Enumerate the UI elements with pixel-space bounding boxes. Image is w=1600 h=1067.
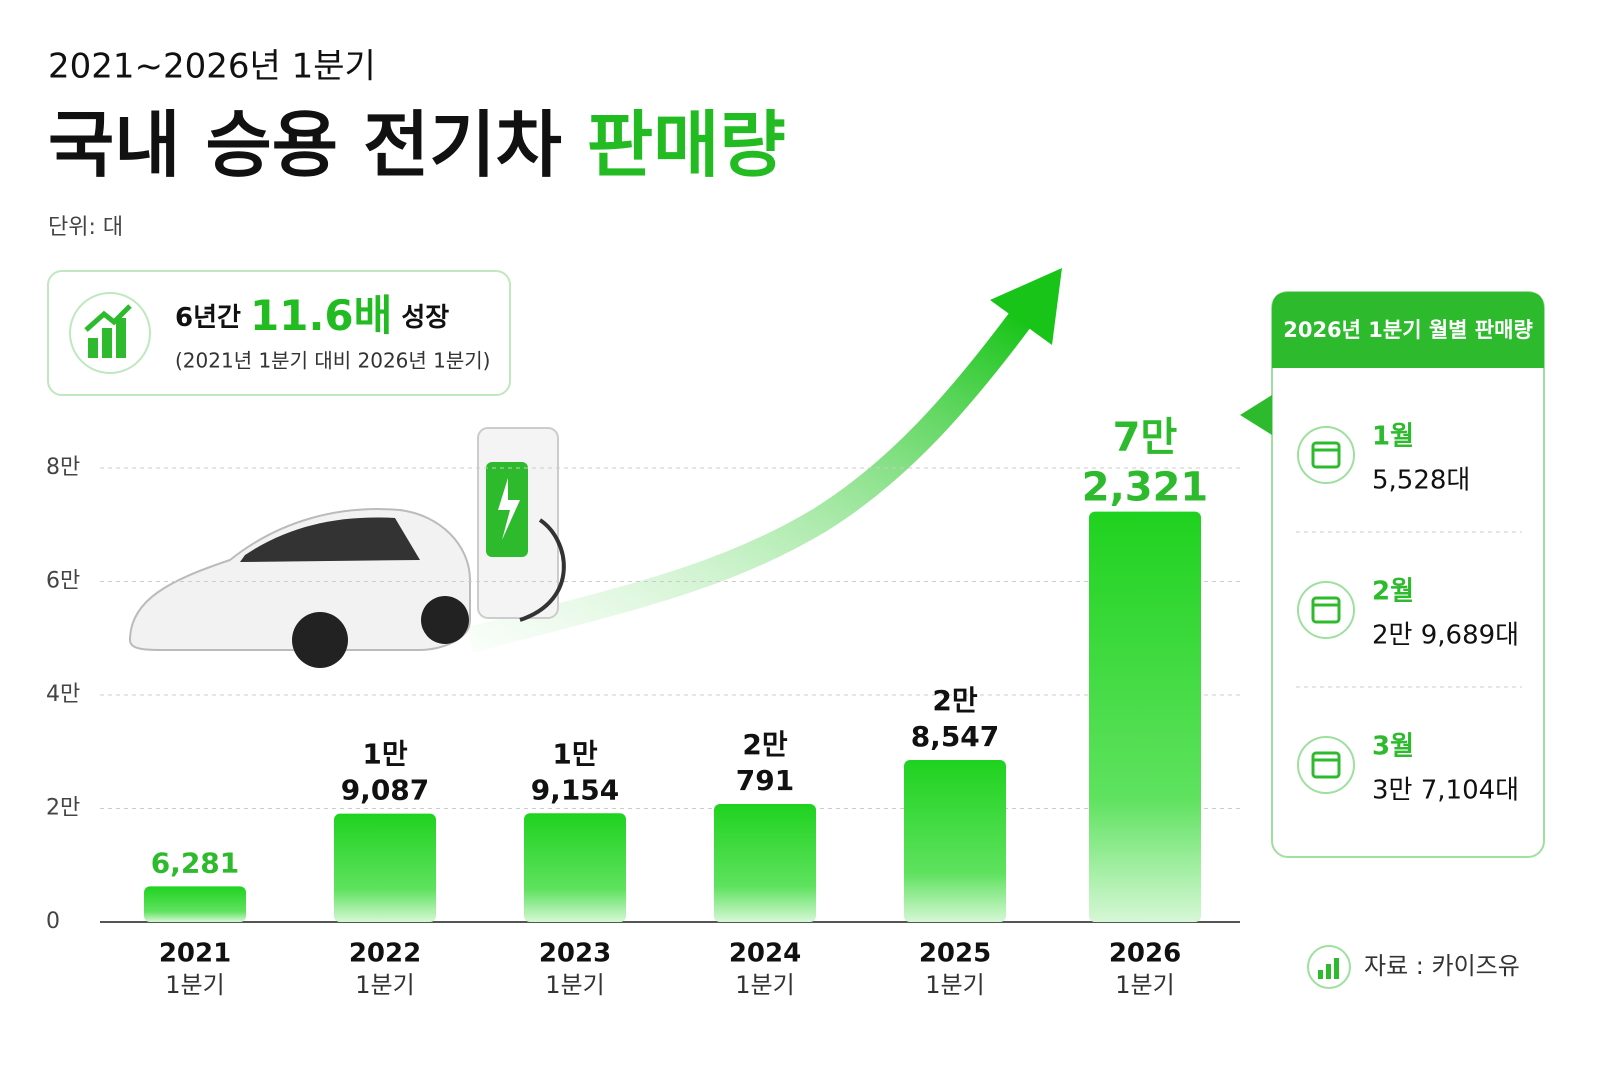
- month-name: 1월: [1372, 422, 1414, 452]
- monthly-pointer: [1240, 395, 1272, 435]
- bar: [524, 813, 626, 922]
- month-name: 3월: [1372, 732, 1414, 762]
- y-tick-label: 8만: [46, 455, 80, 480]
- monthly-list: 1월 5,528대 2월 2만 9,689대 3월 3만 7,104대: [1296, 422, 1522, 806]
- month-value: 3만 7,104대: [1372, 776, 1519, 806]
- title: 국내 승용 전기차 판매량: [48, 103, 786, 187]
- callout-highlight: 11.6배: [250, 291, 392, 340]
- y-tick-label: 2만: [46, 796, 80, 821]
- monthly-header: [1272, 292, 1544, 368]
- y-tick-label: 0: [46, 909, 60, 934]
- x-tick-label: 2022: [349, 939, 421, 969]
- month-icon-calendar: [1311, 441, 1341, 469]
- month-icon: [1297, 426, 1355, 484]
- callout-suffix: 성장: [401, 303, 449, 333]
- growth-arrow: [466, 312, 1031, 653]
- month-value: 2만 9,689대: [1372, 621, 1519, 651]
- x-tick-sublabel: 1분기: [545, 971, 604, 999]
- bar: [1089, 511, 1201, 922]
- bar: [144, 886, 246, 922]
- bar: [334, 813, 436, 922]
- value-label: 9,087: [341, 774, 430, 807]
- title-highlight: 판매량: [587, 103, 786, 187]
- source-icon-bars: [1318, 958, 1339, 979]
- callout-prefix: 6년간: [175, 303, 241, 333]
- month-icon-calendar: [1311, 596, 1341, 624]
- monthly-title: 2026년 1분기 월별 판매량: [1283, 318, 1533, 342]
- callout-text: 6년간 11.6배 성장: [175, 291, 449, 340]
- x-tick-label: 2021: [159, 939, 231, 969]
- value-label: 2만: [932, 684, 977, 717]
- value-label: 1만: [552, 737, 597, 770]
- value-label: 8,547: [911, 720, 1000, 753]
- x-tick-label: 2025: [919, 939, 991, 969]
- x-tick-sublabel: 1분기: [735, 971, 794, 999]
- source: 자료 : 카이즈유: [1364, 952, 1520, 980]
- x-tick-sublabel: 1분기: [925, 971, 984, 999]
- growth-arrow-head: [990, 268, 1062, 345]
- bar: [714, 804, 816, 922]
- bar: [904, 759, 1006, 922]
- car-illustration: [128, 427, 566, 668]
- value-label: 7만: [1113, 415, 1178, 461]
- x-tick-label: 2024: [729, 939, 801, 969]
- x-tick-sublabel: 1분기: [355, 971, 414, 999]
- x-tick-sublabel: 1분기: [165, 971, 224, 999]
- month-icon-calendar: [1311, 751, 1341, 779]
- unit: 단위: 대: [48, 215, 123, 240]
- subtitle: 2021~2026년 1분기: [48, 47, 376, 87]
- y-tick-label: 6만: [46, 569, 80, 594]
- x-tick-label: 2023: [539, 939, 611, 969]
- y-tick-label: 4만: [46, 682, 80, 707]
- month-value: 5,528대: [1372, 466, 1470, 496]
- plot: 02만4만6만8만20211분기6,28120221분기1만9,08720231…: [46, 415, 1240, 999]
- x-tick-label: 2026: [1109, 939, 1181, 969]
- value-label: 1만: [362, 738, 407, 771]
- value-label: 2만: [742, 728, 787, 761]
- callout-note: (2021년 1분기 대비 2026년 1분기): [175, 349, 490, 373]
- x-tick-sublabel: 1분기: [1115, 971, 1174, 999]
- title-main: 국내 승용 전기차: [48, 103, 562, 187]
- value-label: 2,321: [1082, 465, 1209, 511]
- month-icon: [1297, 581, 1355, 639]
- value-label: 791: [736, 764, 794, 797]
- month-name: 2월: [1372, 577, 1414, 607]
- month-icon: [1297, 736, 1355, 794]
- callout-icon-bars: [84, 304, 132, 358]
- value-label: 9,154: [531, 773, 620, 806]
- callout-box: [47, 270, 511, 396]
- value-label: 6,281: [151, 846, 240, 879]
